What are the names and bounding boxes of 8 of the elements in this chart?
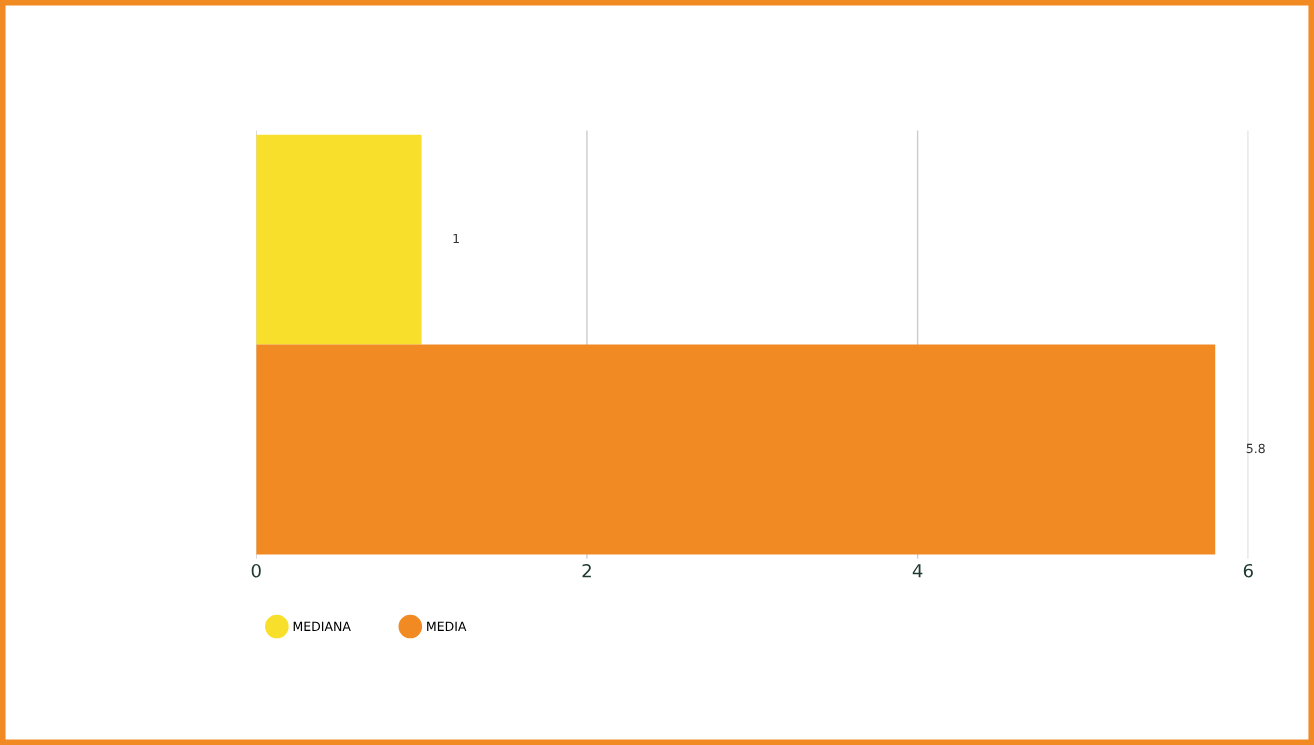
legend-label: MEDIA — [427, 621, 467, 631]
x-tick-label: 0 — [251, 563, 261, 578]
x-tick-label: 6 — [1243, 563, 1253, 578]
legend-label: MEDIANA — [293, 621, 351, 631]
data-label: 5.8 — [1246, 443, 1265, 454]
x-tick-label: 4 — [912, 564, 923, 578]
x-tick-label: 2 — [582, 563, 591, 578]
data-label: 1 — [453, 233, 459, 244]
